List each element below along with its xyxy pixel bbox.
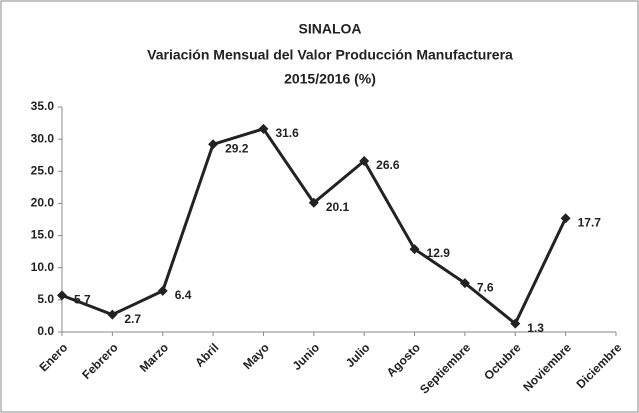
- data-label: 31.6: [275, 126, 299, 140]
- data-label: 5.7: [74, 293, 91, 307]
- y-tick-label: 10.0: [31, 260, 55, 274]
- y-tick-label: 25.0: [31, 163, 55, 177]
- data-label: 2.7: [124, 312, 141, 326]
- data-label: 20.1: [326, 200, 350, 214]
- data-label: 12.9: [427, 246, 451, 260]
- data-label: 7.6: [477, 280, 494, 294]
- y-tick-label: 30.0: [31, 131, 55, 145]
- y-tick-label: 35.0: [31, 99, 55, 113]
- y-tick-label: 5.0: [37, 292, 54, 306]
- data-label: 1.3: [527, 321, 544, 335]
- marker: [107, 309, 118, 320]
- marker: [308, 197, 319, 208]
- data-label: 26.6: [376, 158, 400, 172]
- marker: [560, 213, 571, 224]
- chart-title: SINALOA: [299, 21, 362, 37]
- marker: [57, 290, 67, 301]
- y-tick-label: 20.0: [31, 196, 55, 210]
- y-tick-label: 0.0: [37, 324, 54, 338]
- data-label: 6.4: [175, 288, 192, 302]
- marker: [510, 318, 521, 329]
- y-tick-label: 15.0: [31, 228, 55, 242]
- data-label: 29.2: [225, 141, 249, 155]
- marker: [157, 285, 168, 296]
- marker: [459, 278, 470, 289]
- data-label: 17.7: [578, 215, 602, 229]
- marker: [409, 244, 420, 255]
- marker: [258, 123, 269, 134]
- marker: [359, 156, 370, 166]
- chart-subtitle: 2015/2016 (%): [284, 71, 376, 87]
- chart-subtitle: Variación Mensual del Valor Producción M…: [147, 47, 513, 63]
- marker: [208, 139, 219, 150]
